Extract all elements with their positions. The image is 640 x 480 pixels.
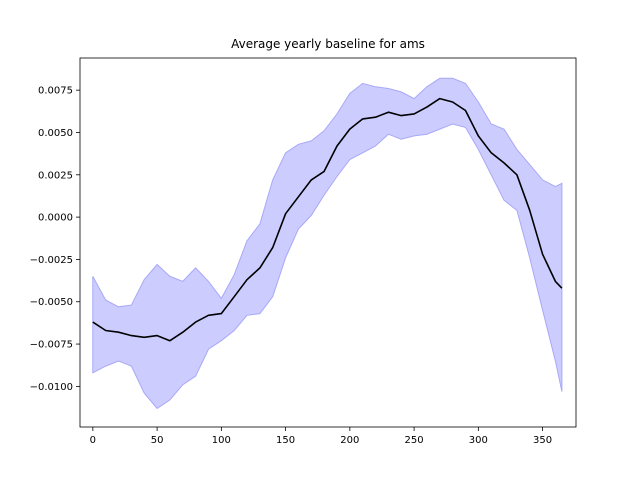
chart-title: Average yearly baseline for ams: [231, 37, 425, 51]
x-tick-label: 350: [533, 435, 552, 446]
confidence-band: [92, 77, 563, 410]
y-tick-label: 0.0050: [38, 128, 73, 139]
y-tick-label: −0.0075: [30, 340, 73, 351]
x-tick-label: 300: [469, 435, 488, 446]
axes-frame: [79, 57, 577, 428]
x-tick-label: 0: [90, 435, 96, 446]
x-tick-label: 50: [151, 435, 164, 446]
plot-area: [92, 77, 563, 410]
x-tick-label: 250: [405, 435, 424, 446]
y-tick-label: 0.0000: [38, 213, 73, 224]
y-tick-label: 0.0075: [38, 86, 73, 97]
x-tick-label: 200: [340, 435, 359, 446]
y-tick-label: −0.0100: [30, 382, 73, 393]
x-axis: 0 50 100 150 200 250 300 350: [90, 427, 552, 446]
y-axis: −0.0100 −0.0075 −0.0050 −0.0025 0.0000 0.0025…: [30, 86, 80, 393]
y-tick-label: −0.0025: [30, 255, 73, 266]
mean-line: [92, 97, 563, 342]
y-tick-label: 0.0025: [38, 170, 73, 181]
x-tick-label: 150: [276, 435, 295, 446]
y-tick-label: −0.0050: [30, 297, 73, 308]
x-tick-label: 100: [212, 435, 231, 446]
